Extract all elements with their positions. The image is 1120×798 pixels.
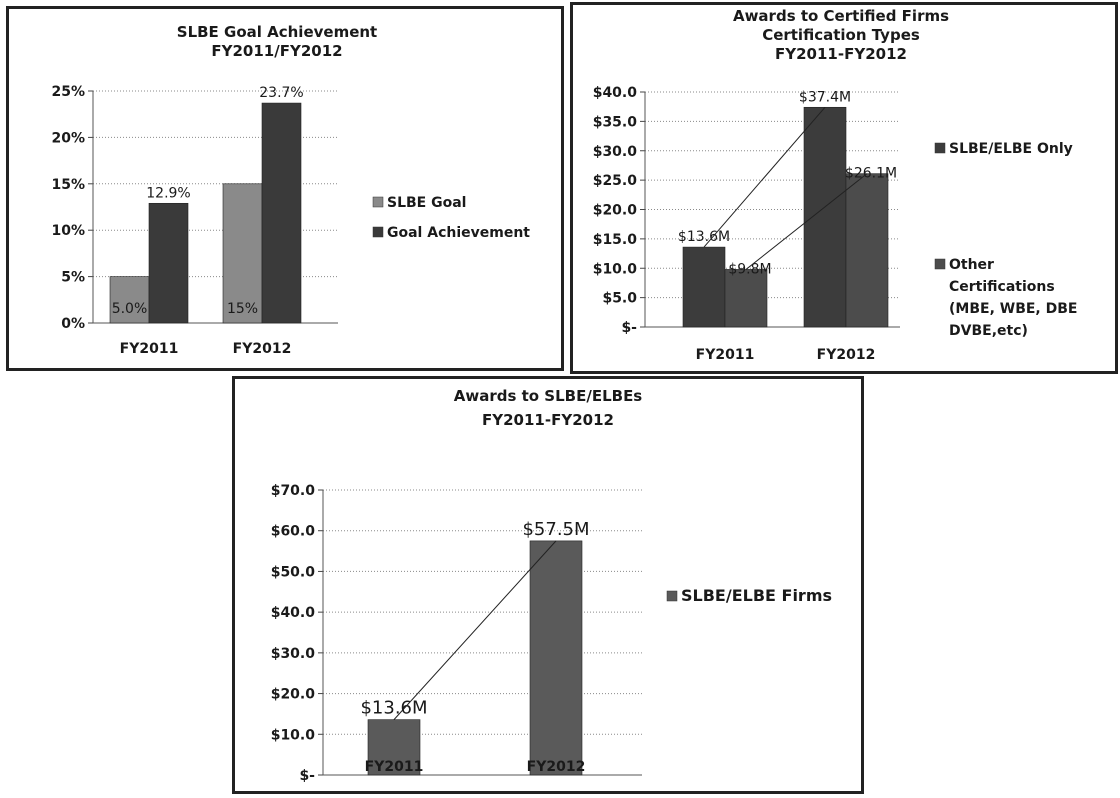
legend-label: Goal Achievement [387, 225, 530, 241]
legend-swatch [372, 196, 384, 208]
bar-fy2011-series-1 [367, 719, 421, 776]
chart-panel-awards-slbe-elbe: Awards to SLBE/ELBEs FY2011-FY2012 $- $10.0… [232, 376, 864, 794]
bar-fy2012-series-2 [261, 102, 302, 324]
y-tick-label: 20% [51, 130, 85, 146]
data-label: $13.6M [360, 698, 427, 719]
y-tick-label: $30.0 [271, 646, 316, 662]
chart-title-line: Awards to Certified Firms [733, 7, 949, 25]
data-label: $13.6M [678, 229, 730, 245]
y-tick-label: $35.0 [593, 114, 638, 130]
trend-line [745, 173, 868, 270]
y-tick-label: $15.0 [593, 232, 638, 248]
chart-title-line: FY2011/FY2012 [211, 42, 342, 60]
trend-line [393, 540, 557, 720]
data-label: 12.9% [146, 185, 190, 201]
data-label: $26.1M [845, 166, 897, 182]
y-tick-label: 25% [51, 84, 85, 100]
data-label: 15% [227, 301, 258, 317]
legend-swatch [934, 142, 946, 154]
bar-fy2012-series-1 [529, 540, 583, 776]
chart-title-line: FY2011-FY2012 [482, 411, 614, 429]
y-tick-label: $40.0 [593, 85, 638, 101]
bar-fy2012-series-1 [803, 106, 847, 328]
y-tick-label: $25.0 [593, 173, 638, 189]
legend-label: SLBE/ELBE Firms [681, 586, 832, 605]
category-label: FY2011 [696, 347, 755, 363]
legend-label: Certifications [949, 279, 1055, 295]
category-label: FY2012 [233, 341, 292, 357]
y-tick-label: $20.0 [271, 687, 316, 703]
legend-label: SLBE Goal [387, 195, 466, 211]
category-label: FY2011 [365, 759, 424, 775]
y-tick-label: $30.0 [593, 144, 638, 160]
y-tick-label: $40.0 [271, 605, 316, 621]
y-tick-label: 5% [61, 270, 85, 286]
y-tick-label: $10.0 [271, 727, 316, 743]
chart-3-svg: Awards to SLBE/ELBEs FY2011-FY2012 $- $10.0… [271, 387, 832, 784]
legend-label: (MBE, WBE, DBE [949, 301, 1077, 317]
category-label: FY2011 [120, 341, 179, 357]
y-tick-label: 10% [51, 223, 85, 239]
data-label: $9.8M [728, 261, 771, 277]
legend-swatch [372, 226, 384, 238]
bar-fy2012-series-2 [845, 173, 889, 328]
bar-fy2011-series-1 [109, 276, 150, 324]
category-label: FY2012 [817, 347, 876, 363]
y-tick-label: $5.0 [602, 291, 637, 307]
data-label: $37.4M [799, 89, 851, 105]
y-tick-label: $50.0 [271, 564, 316, 580]
chart-panel-awards-certified-firms: Awards to Certified Firms Certification T… [570, 2, 1118, 374]
bar-fy2011-series-2 [148, 202, 189, 324]
data-label: $57.5M [522, 519, 589, 540]
chart-title-line: SLBE Goal Achievement [177, 23, 377, 41]
category-label: FY2012 [527, 759, 586, 775]
bar-fy2011-series-1 [682, 246, 726, 328]
legend-label: SLBE/ELBE Only [949, 141, 1073, 157]
trend-line [703, 106, 826, 248]
bar-fy2011-series-2 [724, 269, 768, 328]
chart-title-line: Awards to SLBE/ELBEs [454, 387, 643, 405]
legend-label: Other [949, 257, 994, 273]
y-tick-label: $60.0 [271, 524, 316, 540]
y-tick-label: $20.0 [593, 203, 638, 219]
data-label: 23.7% [259, 85, 303, 101]
legend-swatch [666, 590, 678, 602]
y-tick-label: $70.0 [271, 483, 316, 499]
chart-panel-slbe-goal-achievement: SLBE Goal Achievement FY2011/FY2012 0% 5% 10… [6, 6, 564, 371]
data-label: 5.0% [112, 301, 148, 317]
chart-title-line: Certification Types [762, 26, 920, 44]
y-tick-label: 0% [61, 316, 85, 332]
y-tick-label: 15% [51, 177, 85, 193]
y-tick-label: $10.0 [593, 261, 638, 277]
y-tick-label: $- [621, 320, 637, 336]
legend-swatch [934, 258, 946, 270]
y-tick-label: $- [299, 768, 315, 784]
chart-title-line: FY2011-FY2012 [775, 45, 907, 63]
legend-label: DVBE,etc) [949, 323, 1028, 339]
